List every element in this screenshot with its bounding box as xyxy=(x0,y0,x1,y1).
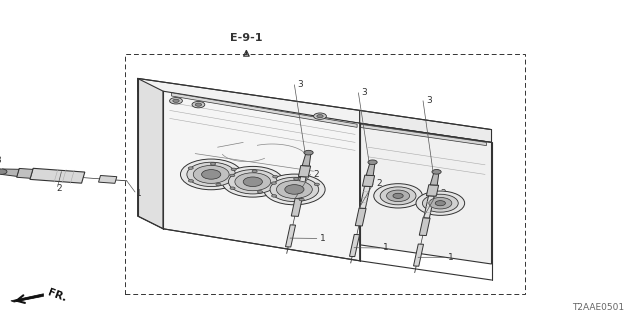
Bar xyxy=(125,54,525,294)
Circle shape xyxy=(276,180,312,198)
Circle shape xyxy=(429,197,452,209)
Polygon shape xyxy=(419,218,430,236)
Circle shape xyxy=(368,160,377,164)
Circle shape xyxy=(195,103,202,106)
Circle shape xyxy=(435,201,445,206)
Circle shape xyxy=(252,170,257,172)
Circle shape xyxy=(188,167,193,169)
Circle shape xyxy=(270,177,319,202)
Circle shape xyxy=(180,159,242,190)
Circle shape xyxy=(170,98,182,104)
Circle shape xyxy=(211,163,216,165)
Polygon shape xyxy=(360,110,492,142)
Circle shape xyxy=(187,162,236,187)
Polygon shape xyxy=(349,235,360,257)
Circle shape xyxy=(393,193,403,198)
Text: 2: 2 xyxy=(440,189,446,198)
Polygon shape xyxy=(302,153,311,166)
Text: 3: 3 xyxy=(0,156,1,165)
Circle shape xyxy=(304,150,313,155)
Circle shape xyxy=(202,170,221,179)
Text: 2: 2 xyxy=(314,170,319,179)
Circle shape xyxy=(422,194,458,212)
Circle shape xyxy=(192,101,205,108)
Polygon shape xyxy=(99,175,117,183)
Polygon shape xyxy=(285,225,296,247)
Circle shape xyxy=(299,198,304,201)
Circle shape xyxy=(257,191,262,193)
Circle shape xyxy=(193,165,229,183)
Text: 2: 2 xyxy=(56,184,62,193)
Text: 3: 3 xyxy=(298,80,303,89)
Polygon shape xyxy=(296,177,306,199)
Circle shape xyxy=(271,195,276,197)
Text: E-9-1: E-9-1 xyxy=(230,33,262,44)
Polygon shape xyxy=(30,168,85,183)
Circle shape xyxy=(235,173,271,191)
Circle shape xyxy=(416,191,465,215)
Text: 1: 1 xyxy=(320,234,326,243)
Polygon shape xyxy=(1,169,19,176)
Polygon shape xyxy=(424,196,434,218)
Circle shape xyxy=(374,184,422,208)
Polygon shape xyxy=(291,198,302,216)
Text: 3: 3 xyxy=(362,88,367,97)
Text: 1: 1 xyxy=(136,189,142,198)
Circle shape xyxy=(228,170,277,194)
Polygon shape xyxy=(413,244,424,266)
Circle shape xyxy=(271,182,276,184)
Circle shape xyxy=(173,99,179,102)
Circle shape xyxy=(243,177,262,187)
Circle shape xyxy=(314,183,319,186)
Circle shape xyxy=(317,115,323,118)
Circle shape xyxy=(231,168,236,171)
Polygon shape xyxy=(11,294,44,302)
Polygon shape xyxy=(138,78,163,229)
Circle shape xyxy=(432,170,441,174)
Circle shape xyxy=(264,174,325,205)
Circle shape xyxy=(222,166,284,197)
Polygon shape xyxy=(360,186,370,208)
Text: 1: 1 xyxy=(448,253,454,262)
Circle shape xyxy=(216,183,221,186)
Polygon shape xyxy=(366,162,375,176)
Polygon shape xyxy=(138,78,360,123)
Polygon shape xyxy=(430,172,439,185)
Circle shape xyxy=(314,113,326,119)
Circle shape xyxy=(0,169,7,174)
Circle shape xyxy=(273,175,278,178)
Circle shape xyxy=(188,180,193,182)
Polygon shape xyxy=(355,208,366,226)
Polygon shape xyxy=(17,168,33,178)
Circle shape xyxy=(380,187,416,205)
Circle shape xyxy=(285,185,304,194)
Polygon shape xyxy=(360,124,486,146)
Circle shape xyxy=(230,174,235,177)
Polygon shape xyxy=(360,123,492,264)
Polygon shape xyxy=(172,93,357,127)
Text: 3: 3 xyxy=(426,96,432,105)
Polygon shape xyxy=(163,91,360,261)
Polygon shape xyxy=(362,175,374,187)
Circle shape xyxy=(387,190,410,202)
Text: 2: 2 xyxy=(376,180,382,188)
Circle shape xyxy=(294,178,299,180)
Text: T2AAE0501: T2AAE0501 xyxy=(572,303,624,312)
Text: FR.: FR. xyxy=(46,288,68,304)
Polygon shape xyxy=(426,185,438,196)
Circle shape xyxy=(230,187,235,189)
Polygon shape xyxy=(298,165,310,177)
Text: 1: 1 xyxy=(383,244,388,252)
